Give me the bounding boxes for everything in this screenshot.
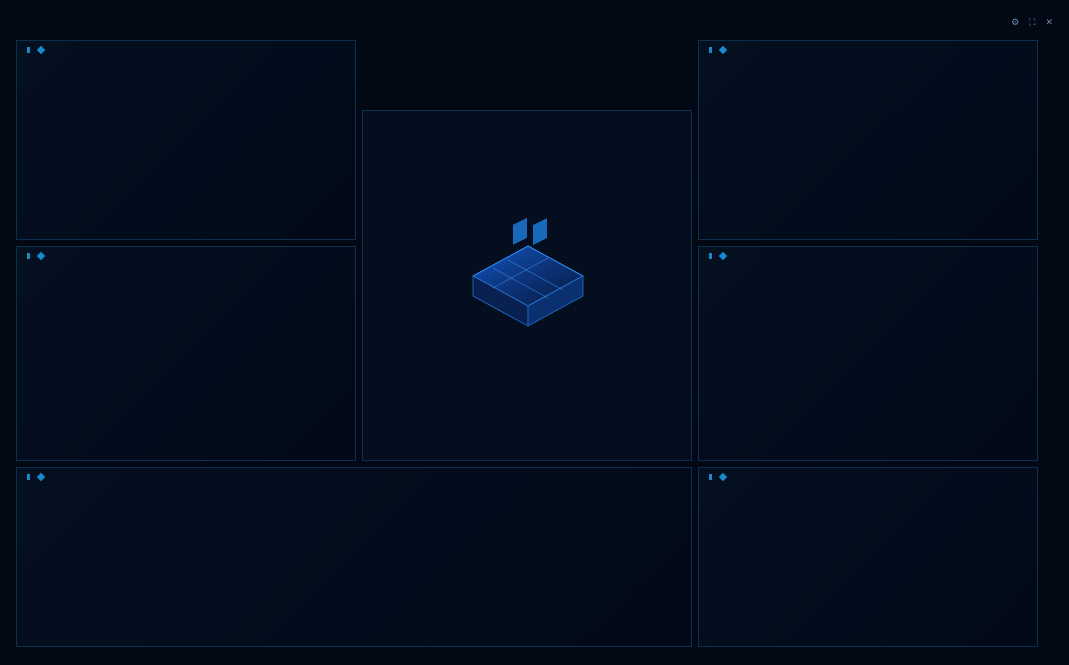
trend-chart bbox=[27, 57, 347, 212]
report-log-panel bbox=[698, 246, 1038, 461]
fullscreen-button[interactable]: ⛶ bbox=[1029, 17, 1035, 28]
exit-fullscreen-button[interactable]: ✕ bbox=[1045, 17, 1053, 28]
employee-top-panel bbox=[698, 40, 1038, 240]
dashboard-root: ⚙ ⛶ ✕ bbox=[0, 0, 1069, 665]
defect-panel bbox=[16, 246, 356, 461]
trend-panel bbox=[16, 40, 356, 240]
header-actions: ⚙ ⛶ ✕ bbox=[1011, 17, 1053, 28]
center-column bbox=[362, 40, 692, 461]
defect-donut bbox=[121, 286, 251, 416]
center-3d-visual bbox=[453, 117, 603, 454]
settings-button[interactable]: ⚙ bbox=[1011, 17, 1019, 28]
proc-progress-panel bbox=[698, 467, 1038, 647]
prod-progress-panel bbox=[16, 467, 692, 647]
header: ⚙ ⛶ ✕ bbox=[16, 8, 1053, 36]
